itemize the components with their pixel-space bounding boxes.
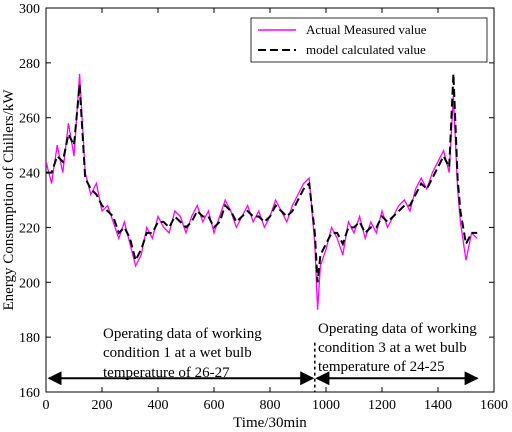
x-axis-title: Time/30min (233, 415, 307, 431)
x-tick-label: 1600 (480, 398, 508, 413)
left-annotation-line3: temperature of 26-27 (103, 365, 230, 381)
x-tick-label: 400 (148, 398, 169, 413)
series-layer (46, 73, 478, 310)
y-tick-label: 180 (19, 331, 40, 346)
x-tick-label: 600 (204, 398, 225, 413)
legend: Actual Measured value model calculated v… (250, 17, 488, 63)
y-tick-label: 300 (19, 2, 40, 17)
x-axis: 0 200 400 600 800 1000 1200 1400 1600 (43, 8, 508, 413)
legend-label-model: model calculated value (306, 42, 426, 57)
x-tick-label: 0 (43, 398, 50, 413)
series-line-actual (46, 73, 478, 310)
x-tick-label: 1400 (424, 398, 452, 413)
x-tick-label: 800 (260, 398, 281, 413)
right-annotation-line3: temperature of 24-25 (318, 359, 445, 375)
x-tick-label: 1000 (312, 398, 340, 413)
y-axis-title: Energy Consumption of Chillers/kW (1, 89, 17, 311)
x-tick-label: 200 (92, 398, 113, 413)
right-annotation-line2: condition 3 at a wet bulb (318, 340, 467, 356)
y-tick-label: 200 (19, 276, 40, 291)
right-annotation-line1: Operating data of working (318, 321, 477, 337)
legend-box (250, 17, 488, 63)
left-annotation-line1: Operating data of working (103, 326, 262, 342)
y-tick-label: 280 (19, 57, 40, 72)
x-tick-label: 1200 (368, 398, 396, 413)
y-tick-label: 240 (19, 167, 40, 182)
left-annotation-line2: condition 1 at a wet bulb (103, 345, 252, 361)
y-tick-label: 160 (19, 386, 40, 401)
plot-area (45, 7, 495, 393)
y-axis: 160 180 200 220 240 260 280 300 (19, 2, 494, 401)
y-tick-label: 220 (19, 221, 40, 236)
y-tick-label: 260 (19, 112, 40, 127)
series-line-model (46, 73, 478, 283)
legend-label-actual: Actual Measured value (306, 22, 427, 37)
